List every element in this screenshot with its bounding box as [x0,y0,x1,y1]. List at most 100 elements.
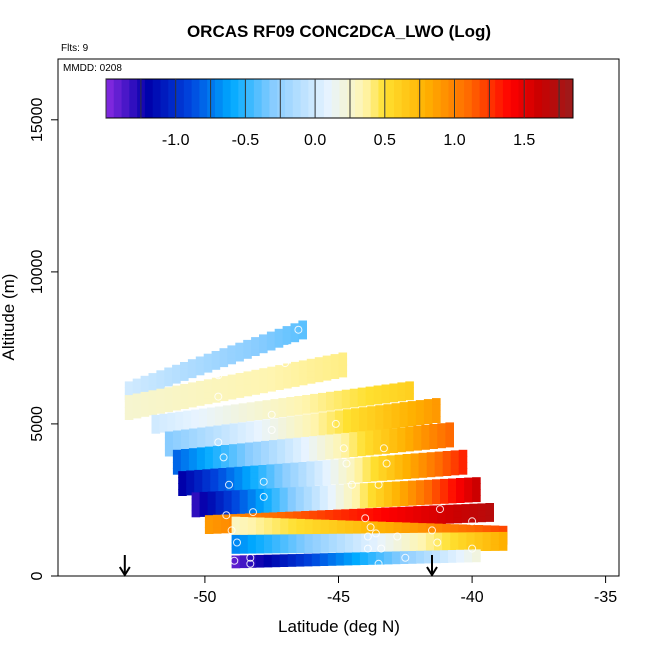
heatmap-cell [306,377,316,384]
heatmap-cell [369,533,378,541]
heatmap-cell [429,424,438,431]
heatmap-cell [214,412,224,420]
heatmap-cell [204,446,214,454]
heatmap-cell [203,353,213,361]
heatmap-cell [237,455,246,463]
heatmap-cell [301,436,310,444]
flight-track-point [433,538,442,547]
heatmap-cell [410,465,420,473]
heatmap-cell [338,477,348,484]
heatmap-cell [298,480,307,487]
heatmap-cell [490,525,500,533]
heatmap-cell [302,414,312,421]
heatmap-cell [247,555,257,562]
heatmap-cell [180,362,189,369]
heatmap-cell [264,523,273,531]
heatmap-cell [327,497,337,504]
heatmap-cell [219,360,229,368]
flight-track-point [233,538,241,547]
heatmap-cell [230,404,240,412]
heatmap-cell [148,379,158,386]
heatmap-cell [333,402,343,410]
heatmap-cell [373,514,382,521]
flight-track-point [222,511,231,520]
heatmap-cell [359,501,369,509]
heatmap-cell [255,507,265,514]
heatmap-cell [204,521,214,528]
heatmap-cell [391,499,401,507]
heatmap-cell [399,493,409,500]
heatmap-cell [485,503,494,510]
heatmap-cell [310,400,319,407]
heatmap-cell [275,377,284,384]
heatmap-cell [437,517,446,524]
heatmap-cell [229,435,239,443]
heatmap-cell [302,395,311,402]
heatmap-cell [367,406,376,413]
heatmap-cell [343,415,352,422]
heatmap-cell [254,413,264,421]
heatmap-cell [261,447,270,454]
heatmap-cell [227,345,236,353]
heatmap-cell [359,425,368,433]
heatmap-cell [291,361,300,369]
heatmap-cell [172,449,182,457]
heatmap-cell [294,427,303,435]
heatmap-cell [278,429,287,437]
heatmap-cell [389,440,398,447]
heatmap-cell [442,463,452,470]
heatmap-cell [245,454,254,462]
heatmap-cell [267,366,276,374]
heatmap-cell [354,475,364,483]
heatmap-cell [262,400,272,407]
heatmap-cell [124,387,134,395]
heatmap-cell [164,373,173,381]
heatmap-cell [280,518,289,526]
y-tick-label: 5000 [29,406,46,442]
heatmap-cell [365,436,374,444]
heatmap-cell [318,430,328,438]
heatmap-cell [218,468,227,475]
heatmap-cell [490,538,500,545]
heatmap-cell [279,487,289,495]
heatmap-cell [173,430,182,438]
heatmap-cell [399,408,409,415]
heatmap-cell [413,443,422,451]
heatmap-cell [320,533,330,541]
heatmap-cell [409,545,419,552]
heatmap-cell [408,492,417,500]
heatmap-cell [377,545,386,553]
heatmap-cell [327,503,337,510]
heatmap-cell [247,517,257,524]
heatmap-cell [188,448,198,455]
heatmap-cell [472,555,481,563]
heatmap-cell [282,481,291,489]
heatmap-cell [418,471,428,478]
heatmap-cell [349,394,359,402]
colorbar-segment [510,79,520,118]
heatmap-cell [306,461,315,468]
heatmap-cell [461,516,470,523]
colorbar-segment [534,79,543,118]
heatmap-cell [306,364,316,372]
flight-track-point [227,526,236,535]
heatmap-cell [426,470,436,478]
heatmap-cell [445,434,454,442]
heatmap-cell [243,371,253,379]
heatmap-cell [245,460,254,468]
y-tick-label: 0 [29,571,46,580]
heatmap-cell [306,467,315,475]
heatmap-cell [221,430,231,438]
colorbar-segment [261,79,270,118]
heatmap-cell [333,433,342,441]
heatmap-cell [219,376,229,383]
heatmap-cell [343,552,353,560]
heatmap-cell [188,454,198,461]
heatmap-cell [361,545,370,553]
heatmap-cell [424,491,433,499]
heatmap-cell [124,407,134,414]
heatmap-cell [180,390,189,397]
heatmap-cell [298,474,307,481]
heatmap-cell [383,494,393,501]
colorbar-segment [518,79,527,118]
